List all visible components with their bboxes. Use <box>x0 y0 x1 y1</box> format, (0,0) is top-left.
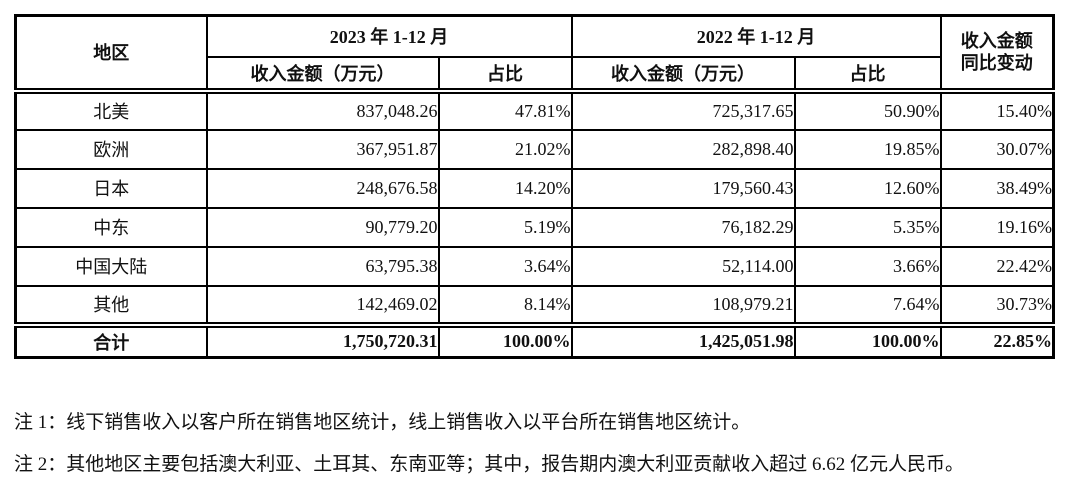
share-2022-cell: 12.60% <box>793 167 942 209</box>
total-yoy-cell: 22.85% <box>939 321 1055 359</box>
table-row-mainland-china: 中国大陆 63,795.38 3.64% 52,114.00 3.66% 22.… <box>14 245 1055 287</box>
regional-revenue-table: 地区 2023 年 1-12 月 2022 年 1-12 月 收入金额 同比变动… <box>14 14 1055 359</box>
footnotes: 注 1：线下销售收入以客户所在销售地区统计，线上销售收入以平台所在销售地区统计。… <box>14 408 1074 492</box>
revenue-2023-cell: 367,951.87 <box>205 128 440 170</box>
share-2022-cell: 5.35% <box>793 206 942 248</box>
revenue-2022-cell: 52,114.00 <box>570 245 796 287</box>
revenue-2022-cell: 76,182.29 <box>570 206 796 248</box>
yoy-cell: 30.07% <box>939 128 1055 170</box>
share-2023-cell: 3.64% <box>437 245 573 287</box>
total-revenue-2022-cell: 1,425,051.98 <box>570 321 796 359</box>
yoy-cell: 38.49% <box>939 167 1055 209</box>
region-cell: 其他 <box>14 284 208 326</box>
revenue-2023-cell: 837,048.26 <box>205 87 440 131</box>
footnote-1: 注 1：线下销售收入以客户所在销售地区统计，线上销售收入以平台所在销售地区统计。 <box>14 412 751 433</box>
revenue-2023-header-cell: 收入金额（万元） <box>205 55 440 92</box>
share-2023-header-cell: 占比 <box>437 55 573 92</box>
revenue-2023-cell: 90,779.20 <box>205 206 440 248</box>
table-row-japan: 日本 248,676.58 14.20% 179,560.43 12.60% 3… <box>14 167 1055 209</box>
revenue-2023-cell: 63,795.38 <box>205 245 440 287</box>
revenue-2022-header-cell: 收入金额（万元） <box>570 55 796 92</box>
share-2022-cell: 50.90% <box>793 87 942 131</box>
share-2023-cell: 5.19% <box>437 206 573 248</box>
share-2022-cell: 3.66% <box>793 245 942 287</box>
yoy-cell: 19.16% <box>939 206 1055 248</box>
total-share-2022-cell: 100.00% <box>793 321 942 359</box>
share-2023-cell: 14.20% <box>437 167 573 209</box>
region-cell: 中国大陆 <box>14 245 208 287</box>
share-2023-cell: 21.02% <box>437 128 573 170</box>
revenue-2023-cell: 248,676.58 <box>205 167 440 209</box>
region-header-cell: 地区 <box>14 14 208 92</box>
footnote-2: 注 2：其他地区主要包括澳大利亚、土耳其、东南亚等；其中，报告期内澳大利亚贡献收… <box>14 454 965 475</box>
region-cell: 日本 <box>14 167 208 209</box>
revenue-2022-cell: 108,979.21 <box>570 284 796 326</box>
share-2022-cell: 7.64% <box>793 284 942 326</box>
yoy-cell: 30.73% <box>939 284 1055 326</box>
revenue-2022-cell: 725,317.65 <box>570 87 796 131</box>
total-revenue-2023-cell: 1,750,720.31 <box>205 321 440 359</box>
region-cell: 中东 <box>14 206 208 248</box>
revenue-2023-cell: 142,469.02 <box>205 284 440 326</box>
yoy-header-line1: 收入金额 <box>960 30 1033 51</box>
table-row-europe: 欧洲 367,951.87 21.02% 282,898.40 19.85% 3… <box>14 128 1055 170</box>
share-2022-header-cell: 占比 <box>793 55 942 92</box>
share-2023-cell: 47.81% <box>437 87 573 131</box>
revenue-2022-cell: 179,560.43 <box>570 167 796 209</box>
yoy-header-line2: 同比变动 <box>960 53 1033 74</box>
table-row-other: 其他 142,469.02 8.14% 108,979.21 7.64% 30.… <box>14 284 1055 326</box>
table-row-north-america: 北美 837,048.26 47.81% 725,317.65 50.90% 1… <box>14 87 1055 131</box>
yoy-cell: 15.40% <box>939 87 1055 131</box>
revenue-2022-cell: 282,898.40 <box>570 128 796 170</box>
yoy-cell: 22.42% <box>939 245 1055 287</box>
share-2023-cell: 8.14% <box>437 284 573 326</box>
share-2022-cell: 19.85% <box>793 128 942 170</box>
table-row-middle-east: 中东 90,779.20 5.19% 76,182.29 5.35% 19.16… <box>14 206 1055 248</box>
region-cell: 北美 <box>14 87 208 131</box>
total-share-2023-cell: 100.00% <box>437 321 573 359</box>
region-cell: 欧洲 <box>14 128 208 170</box>
table-row-total: 合计 1,750,720.31 100.00% 1,425,051.98 100… <box>14 321 1055 359</box>
period-2023-header-cell: 2023 年 1-12 月 <box>205 14 573 58</box>
yoy-header-cell: 收入金额 同比变动 <box>939 14 1055 92</box>
period-2022-header-cell: 2022 年 1-12 月 <box>570 14 942 58</box>
total-label-cell: 合计 <box>14 321 208 359</box>
